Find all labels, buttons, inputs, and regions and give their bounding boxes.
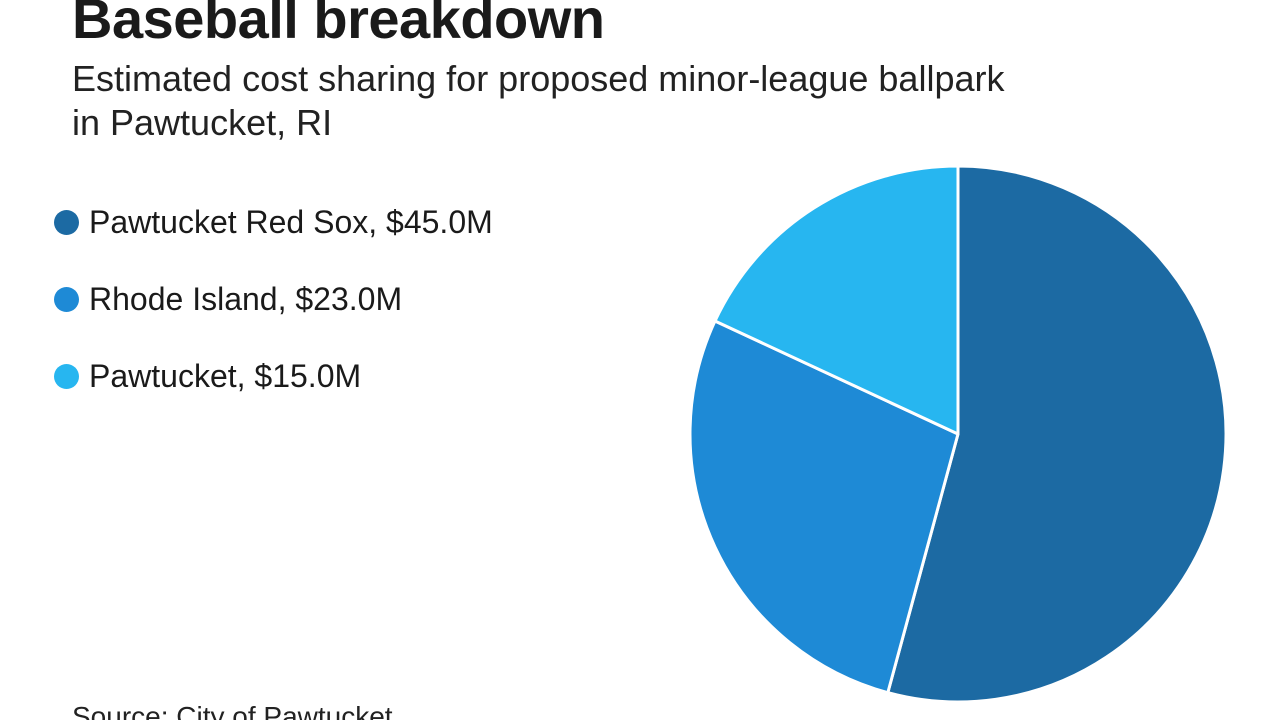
pie-slice-pawtucket-red-sox <box>886 164 1228 704</box>
legend-label-rhode-island: Rhode Island, $23.0M <box>89 280 403 317</box>
pie-slice-rhode-island <box>688 319 960 695</box>
legend: Pawtucket Red Sox, $45.0M Rhode Island, … <box>54 200 493 431</box>
chart-title: Baseball breakdown <box>72 0 605 50</box>
legend-item-rhode-island: Rhode Island, $23.0M <box>54 277 493 321</box>
legend-item-pawtucket-red-sox: Pawtucket Red Sox, $45.0M <box>54 200 493 244</box>
pie-chart <box>688 164 1228 704</box>
legend-label-pawtucket-red-sox: Pawtucket Red Sox, $45.0M <box>89 203 493 240</box>
chart-subtitle: Estimated cost sharing for proposed mino… <box>72 58 1005 143</box>
legend-swatch-rhode-island <box>54 286 79 312</box>
pie-slice-pawtucket <box>713 164 960 436</box>
legend-item-pawtucket: Pawtucket, $15.0M <box>54 354 493 398</box>
source-note: Source: City of Pawtucket <box>72 701 393 720</box>
legend-label-pawtucket: Pawtucket, $15.0M <box>89 357 362 394</box>
legend-swatch-pawtucket <box>54 363 79 389</box>
legend-swatch-pawtucket-red-sox <box>54 209 79 235</box>
